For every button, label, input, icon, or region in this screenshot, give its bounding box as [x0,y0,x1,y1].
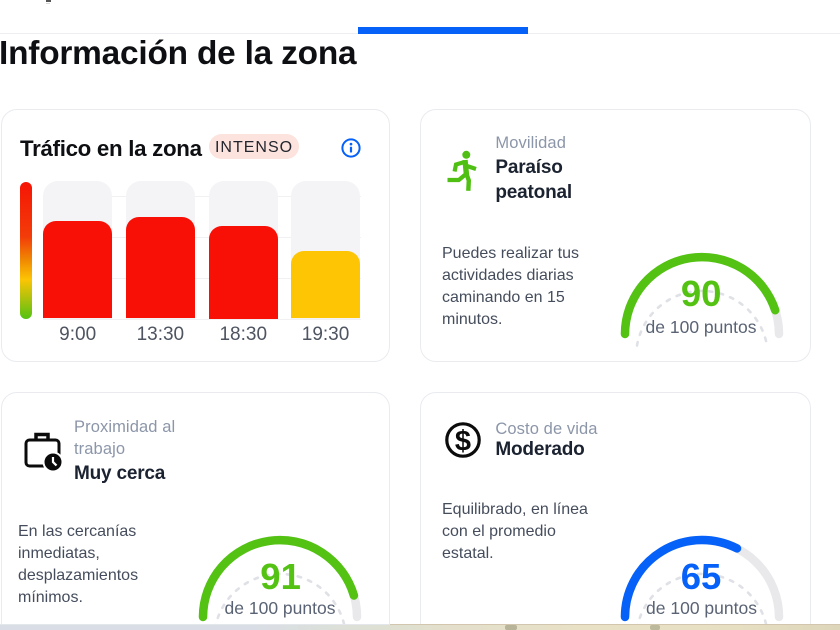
svg-text:$: $ [455,425,471,457]
